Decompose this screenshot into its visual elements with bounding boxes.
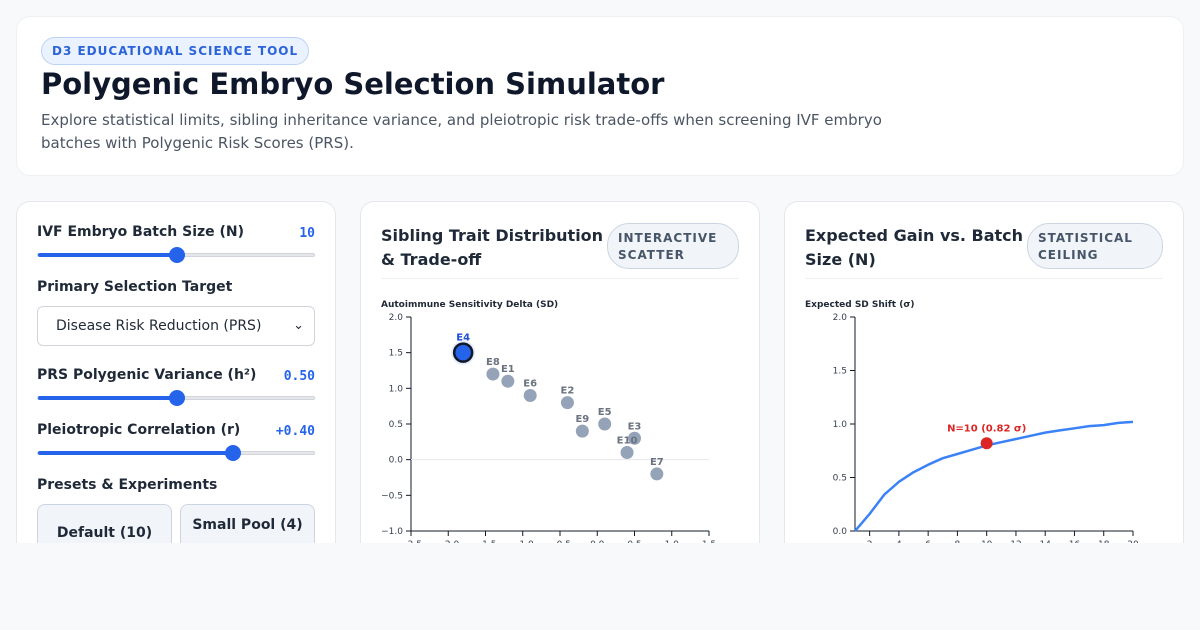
y-tick-label: 2.0: [389, 313, 404, 323]
x-tick-label: −2.5: [400, 540, 422, 543]
x-tick-label: 20: [1127, 540, 1139, 543]
x-tick-label: −1.0: [512, 540, 534, 543]
x-tick-label: 16: [1069, 540, 1081, 543]
x-tick-label: 2: [867, 540, 873, 543]
embryo-point-label: E6: [523, 378, 537, 389]
pleiotropy-label: Pleiotropic Correlation (r): [37, 422, 241, 438]
x-tick-label: 0.5: [627, 540, 641, 543]
y-tick-label: 0.5: [833, 474, 847, 484]
variance-label: PRS Polygenic Variance (h²): [37, 367, 257, 383]
tool-badge: D3 EDUCATIONAL SCIENCE TOOL: [41, 37, 310, 65]
page-subtitle: Explore statistical limits, sibling inhe…: [41, 111, 882, 152]
header-card: D3 EDUCATIONAL SCIENCE TOOL Polygenic Em…: [16, 16, 1184, 176]
slider-fill: [38, 396, 177, 400]
target-label: Primary Selection Target: [37, 279, 233, 295]
slider-fill: [38, 451, 233, 455]
embryo-point-label: E2: [561, 386, 575, 397]
scatter-chart[interactable]: Autoimmune Sensitivity Delta (SD) −1.0 −0.…: [361, 286, 761, 543]
embryo-point-label: E5: [598, 407, 612, 418]
scatter-card: Sibling Trait Distribution & Trade-off I…: [360, 201, 760, 543]
target-selected-value: Disease Risk Reduction (PRS): [56, 318, 262, 334]
gain-card-pill: STATISTICAL CEILING: [1027, 223, 1163, 269]
embryo-point-label: E4: [456, 333, 470, 344]
y-tick-label: 1.5: [833, 367, 847, 377]
divider: [381, 278, 739, 279]
embryo-point: [501, 374, 515, 388]
batch-size-slider[interactable]: [37, 247, 315, 263]
presets-label: Presets & Experiments: [37, 477, 218, 493]
y-tick-label: 1.5: [389, 349, 403, 359]
batch-size-label: IVF Embryo Batch Size (N): [37, 224, 245, 240]
x-tick-label: 18: [1098, 540, 1110, 543]
preset-small-pool-button[interactable]: Small Pool (4): [180, 504, 315, 543]
slider-thumb[interactable]: [169, 390, 185, 406]
y-tick-label: 1.0: [389, 384, 404, 394]
gain-chart[interactable]: Expected SD Shift (σ) 0.0 0.5 1.0 1.5 2.0 2 4 6 8…: [785, 286, 1185, 543]
embryo-point: [575, 424, 589, 438]
x-tick-label: 1.0: [665, 540, 680, 543]
scatter-card-pill: INTERACTIVE SCATTER: [607, 223, 739, 269]
y-tick-label: −1.0: [381, 527, 403, 537]
embryo-point: [560, 396, 574, 410]
variance-slider[interactable]: [37, 390, 315, 406]
slider-thumb[interactable]: [169, 247, 185, 263]
embryo-point: [650, 467, 664, 481]
gain-card-title: Expected Gain vs. Batch Size (N): [805, 226, 1024, 269]
content-viewport: IVF Embryo Batch Size (N) 10 Primary Sel…: [16, 201, 1184, 543]
x-tick-label: 0.0: [590, 540, 605, 543]
controls-panel: IVF Embryo Batch Size (N) 10 Primary Sel…: [16, 201, 336, 543]
x-tick-label: 10: [981, 540, 993, 543]
slider-fill: [38, 253, 177, 257]
y-tick-label: 2.0: [833, 313, 848, 323]
y-tick-label: 0.0: [389, 456, 404, 466]
embryo-point: [598, 417, 612, 431]
embryo-point: [620, 446, 634, 460]
embryo-point-label: E7: [650, 457, 664, 468]
gain-curve: [854, 420, 1134, 532]
embryo-point: [486, 367, 500, 381]
chevron-down-icon: ⌄: [293, 318, 304, 333]
slider-thumb[interactable]: [224, 445, 241, 461]
x-tick-label: −0.5: [549, 540, 571, 543]
y-tick-label: 0.5: [389, 420, 403, 430]
x-tick-label: 4: [896, 540, 902, 543]
embryo-point-label: E9: [575, 414, 589, 425]
preset-default-button[interactable]: Default (10): [37, 504, 172, 543]
variance-value: 0.50: [283, 369, 315, 384]
embryo-point-selected: [452, 342, 474, 363]
batch-size-value: 10: [299, 226, 315, 241]
y-axis-title: Expected SD Shift (σ): [805, 300, 914, 310]
embryo-point-label: E3: [628, 421, 642, 432]
scatter-card-title: Sibling Trait Distribution & Trade-off: [381, 226, 604, 269]
x-tick-label: 1.5: [702, 540, 716, 543]
x-tick-label: −2.0: [437, 540, 459, 543]
current-n-marker: [980, 437, 993, 450]
embryo-point-label: E10: [617, 436, 638, 447]
divider: [805, 278, 1163, 279]
y-tick-label: 1.0: [833, 420, 848, 430]
x-tick-label: 8: [955, 540, 961, 543]
x-tick-label: 12: [1010, 540, 1021, 543]
y-tick-label: 0.0: [833, 527, 848, 537]
pleiotropy-slider[interactable]: [37, 445, 315, 461]
embryo-point: [523, 388, 537, 402]
embryo-point-label: E1: [501, 364, 515, 375]
x-tick-label: 14: [1039, 540, 1051, 543]
current-n-label: N=10 (0.82 σ): [947, 423, 1026, 434]
pleiotropy-value: +0.40: [275, 424, 315, 439]
y-tick-label: −0.5: [381, 491, 403, 501]
x-tick-label: −1.5: [475, 540, 497, 543]
embryo-point-label: E8: [486, 357, 500, 368]
x-tick-label: 6: [925, 540, 931, 543]
target-select[interactable]: Disease Risk Reduction (PRS) ⌄: [37, 306, 315, 346]
y-axis-title: Autoimmune Sensitivity Delta (SD): [381, 300, 558, 310]
embryo-point: [628, 431, 641, 445]
page-title: Polygenic Embryo Selection Simulator: [41, 67, 665, 101]
gain-card: Expected Gain vs. Batch Size (N) STATIST…: [784, 201, 1184, 543]
